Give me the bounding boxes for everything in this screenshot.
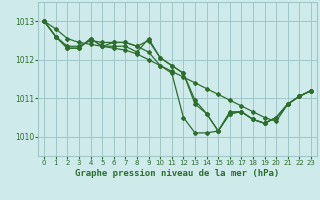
X-axis label: Graphe pression niveau de la mer (hPa): Graphe pression niveau de la mer (hPa) [76,169,280,178]
